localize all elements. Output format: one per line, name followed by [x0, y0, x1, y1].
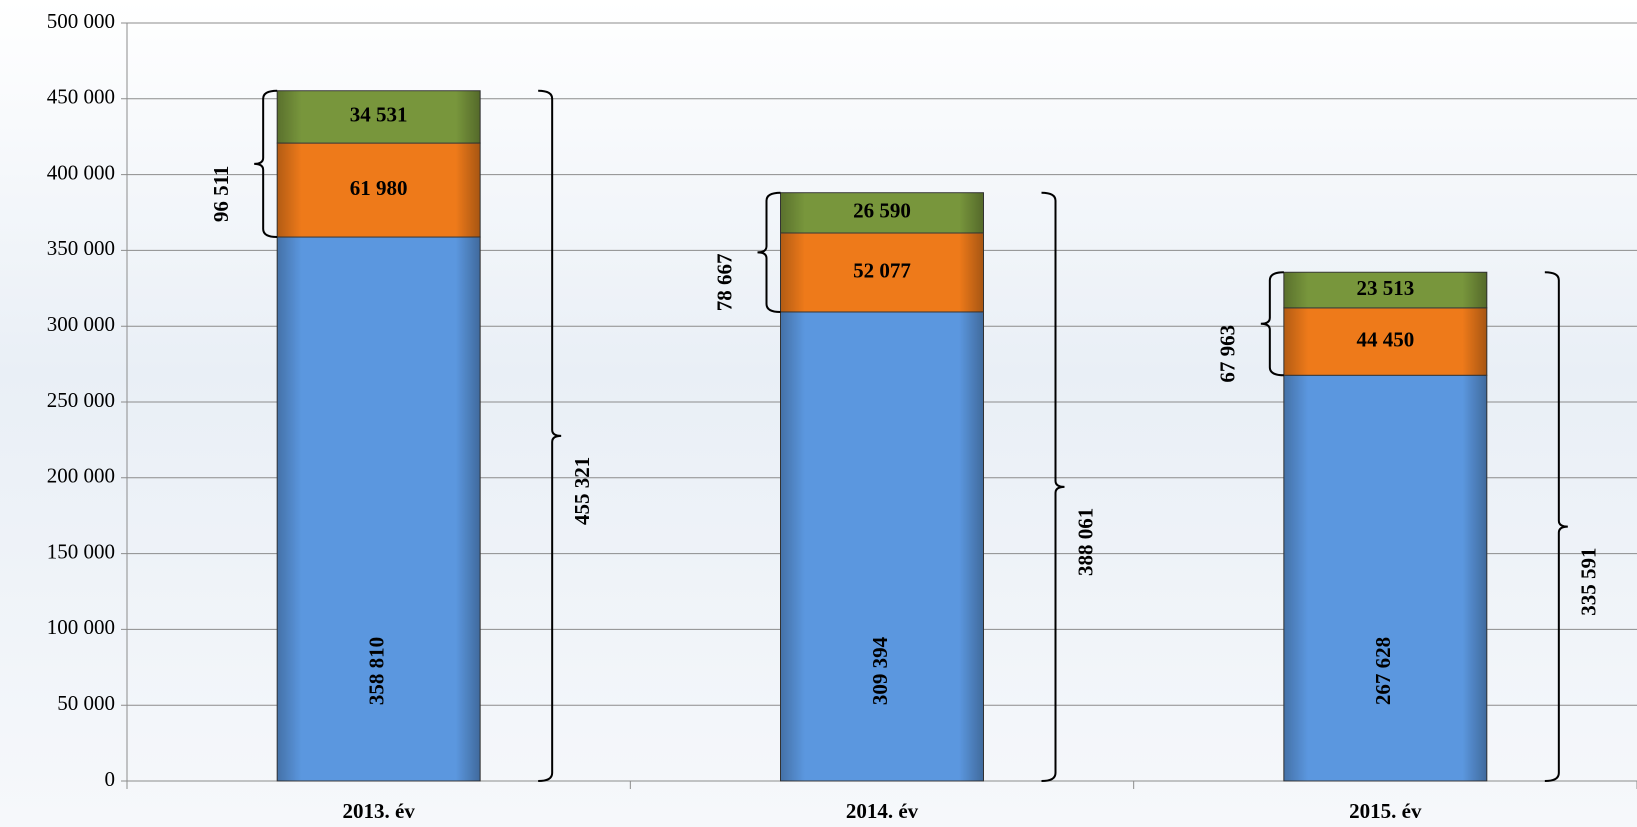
total-label: 388 061	[1073, 508, 1097, 576]
total-brace	[1041, 191, 1065, 782]
x-tick-label: 2015. év	[1349, 799, 1422, 823]
subtotal-label: 96 511	[209, 166, 233, 223]
bar-shade	[1283, 272, 1487, 308]
value-label: 267 628	[1371, 637, 1395, 705]
value-label: 52 077	[853, 258, 911, 282]
bar-shade	[780, 192, 984, 234]
total-label: 335 591	[1577, 547, 1601, 615]
bar-shade	[780, 311, 984, 781]
total-label: 455 321	[570, 457, 594, 525]
value-label: 309 394	[868, 636, 892, 705]
y-tick-label: 400 000	[47, 160, 115, 184]
y-tick-label: 0	[105, 767, 116, 791]
y-tick-label: 100 000	[47, 615, 115, 639]
bar-shade	[1283, 375, 1487, 781]
y-tick-label: 200 000	[47, 464, 115, 488]
value-label: 61 980	[350, 176, 408, 200]
subtotal-label: 67 963	[1216, 325, 1240, 383]
x-tick-label: 2014. év	[846, 799, 919, 823]
y-tick-label: 350 000	[47, 236, 115, 260]
bar-shade	[277, 143, 481, 238]
value-label: 26 590	[853, 199, 911, 223]
y-tick-label: 300 000	[47, 312, 115, 336]
value-label: 358 810	[364, 637, 388, 705]
subtotal-brace	[254, 89, 278, 239]
bar-shade	[780, 233, 984, 312]
y-tick-label: 250 000	[47, 388, 115, 412]
bar-shade	[277, 90, 481, 144]
y-tick-label: 500 000	[47, 9, 115, 33]
value-label: 23 513	[1356, 276, 1414, 300]
value-label: 34 531	[350, 103, 408, 127]
value-label: 44 450	[1356, 327, 1414, 351]
y-tick-label: 450 000	[47, 85, 115, 109]
bar-shade	[277, 237, 481, 781]
y-tick-label: 150 000	[47, 539, 115, 563]
subtotal-brace	[757, 191, 781, 313]
total-brace	[1544, 271, 1568, 782]
bar-shade	[1283, 307, 1487, 376]
y-tick-label: 50 000	[57, 691, 115, 715]
subtotal-label: 78 667	[712, 253, 736, 311]
x-tick-label: 2013. év	[343, 799, 416, 823]
